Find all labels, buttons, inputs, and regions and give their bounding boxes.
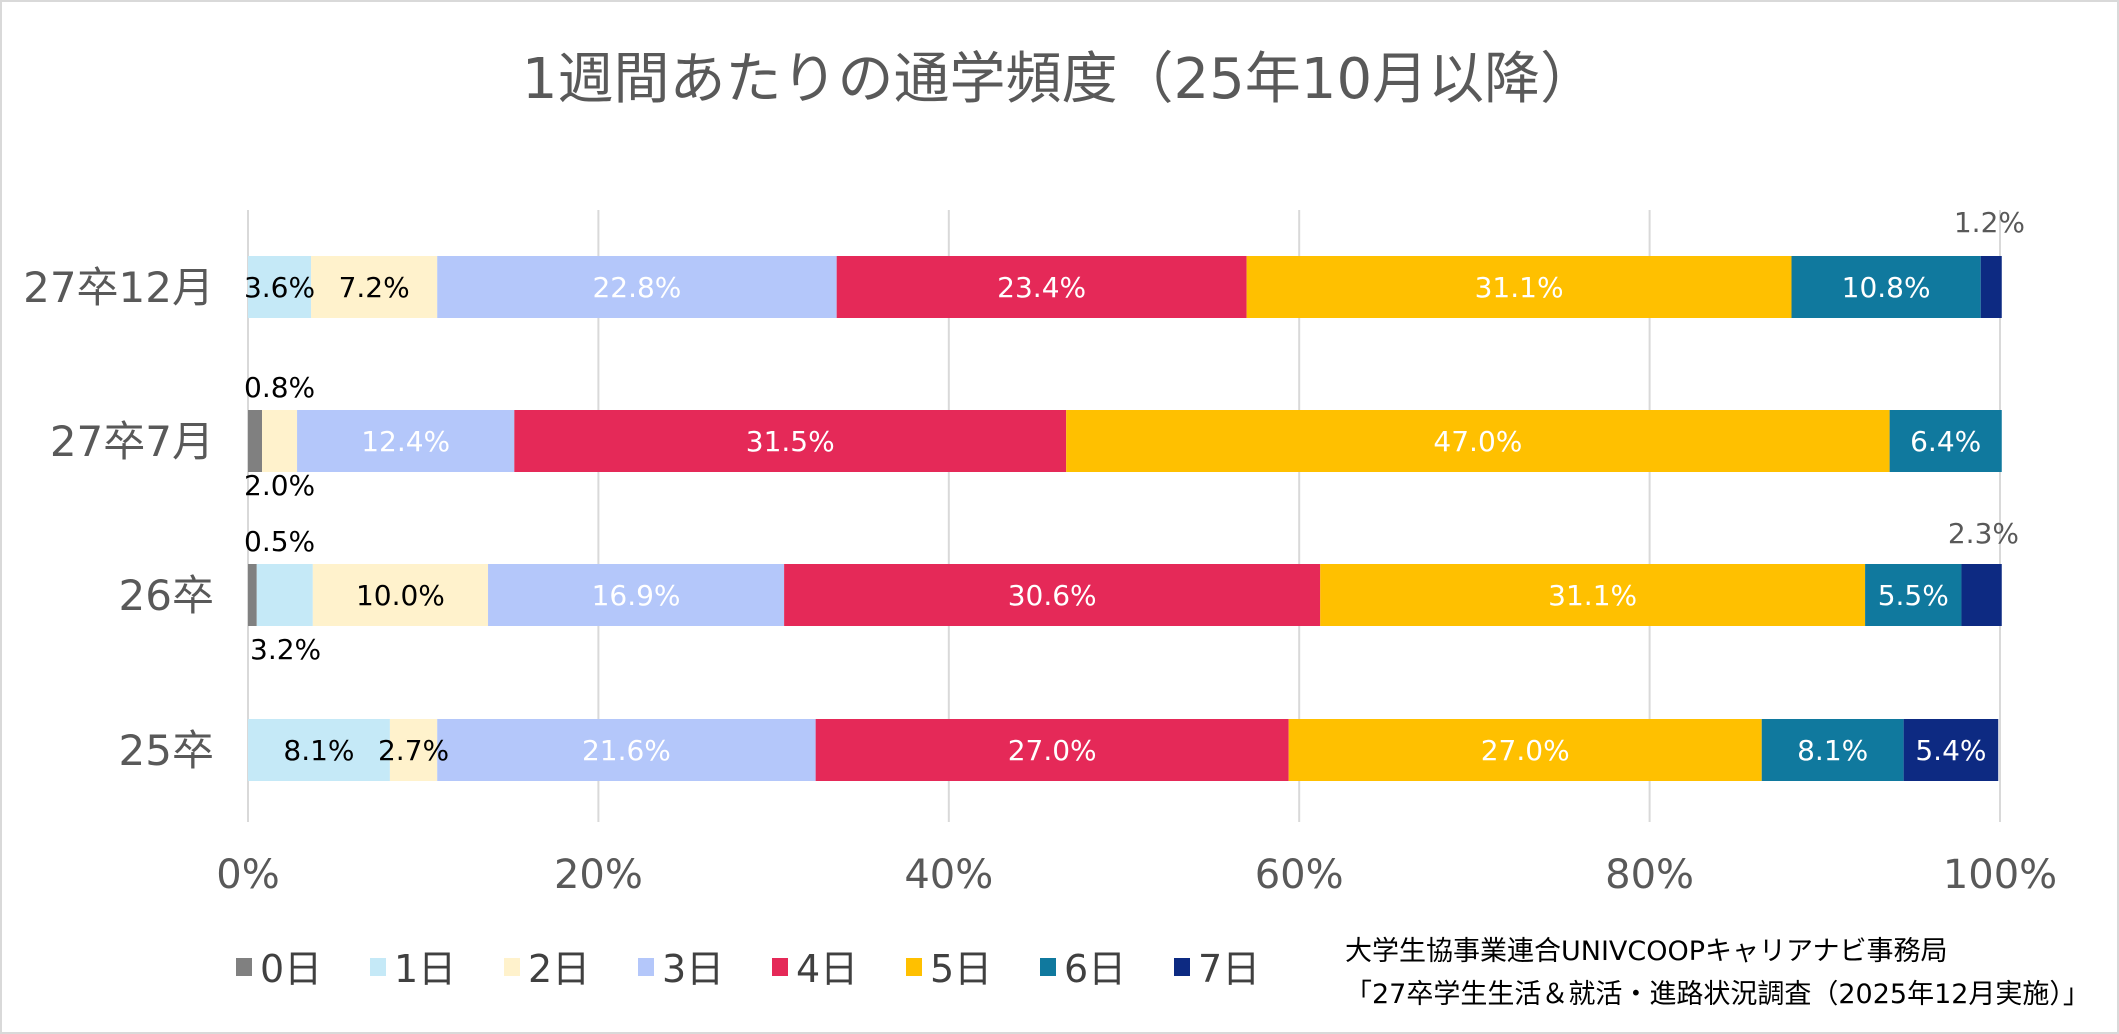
chart-title: 1週間あたりの通学頻度（25年10月以降）	[522, 47, 1596, 112]
bar-25卒-4日	[815, 719, 1289, 781]
data-label-27卒7月-4日: 31.5%	[746, 425, 835, 458]
bar-27卒12月-5日	[1246, 256, 1792, 318]
data-label-27卒12月-1日: 3.6%	[244, 271, 315, 304]
bar-25卒-5日	[1288, 719, 1762, 781]
category-label-2: 26卒	[119, 571, 214, 620]
bar-25卒-6日	[1761, 719, 1904, 781]
bar-26卒-3日	[488, 564, 785, 626]
bars-layer	[248, 256, 2002, 781]
data-label-27卒12月-4日: 23.4%	[997, 271, 1086, 304]
bar-25卒-3日	[437, 719, 816, 781]
data-label-27卒12月-2日: 7.2%	[339, 271, 410, 304]
bar-27卒7月-2日	[262, 410, 298, 472]
bar-27卒12月-2日	[311, 256, 438, 318]
data-label-26卒-1日: 3.2%	[250, 633, 321, 666]
bar-26卒-2日	[312, 564, 489, 626]
bar-26卒-7日	[1961, 564, 2002, 626]
bar-27卒12月-4日	[836, 256, 1247, 318]
bar-27卒7月-4日	[514, 410, 1067, 472]
bar-27卒12月-6日	[1791, 256, 1981, 318]
data-label-26卒-6日: 5.5%	[1878, 579, 1949, 612]
x-tick-label: 20%	[554, 852, 643, 898]
labels-layer: 3.6% 7.2% 22.8% 23.4% 31.1% 10.8% 1.2% 0.8% 2.0%…	[244, 206, 2025, 767]
data-label-25卒-6日: 8.1%	[1797, 734, 1868, 767]
bar-27卒7月-3日	[297, 410, 515, 472]
legend-swatch-3日	[638, 958, 654, 976]
legend: 0日 1日 2日 3日 4日 5日 6日 7日	[236, 947, 1260, 991]
legend-swatch-0日	[236, 958, 252, 976]
data-label-26卒-4日: 30.6%	[1008, 579, 1097, 612]
bar-27卒12月-7日	[1980, 256, 2002, 318]
data-label-27卒12月-6日: 10.8%	[1842, 271, 1931, 304]
legend-swatch-4日	[772, 958, 788, 976]
data-label-27卒7月-5日: 47.0%	[1433, 425, 1522, 458]
data-label-26卒-2日: 10.0%	[356, 579, 445, 612]
bar-25卒-2日	[389, 719, 438, 781]
data-label-25卒-4日: 27.0%	[1008, 734, 1097, 767]
x-tick-label: 80%	[1605, 852, 1694, 898]
x-tick-label: 60%	[1255, 852, 1344, 898]
source-line-2: 「27卒学生生活＆就活・進路状況調査（2025年12月実施）」	[1345, 979, 2090, 1010]
bar-26卒-5日	[1320, 564, 1866, 626]
legend-label-7日: 7日	[1198, 947, 1260, 991]
legend-swatch-2日	[504, 958, 520, 976]
bar-27卒7月-5日	[1066, 410, 1890, 472]
legend-swatch-7日	[1174, 958, 1190, 976]
data-label-27卒7月-3日: 12.4%	[361, 425, 450, 458]
data-label-26卒-3日: 16.9%	[592, 579, 681, 612]
data-label-27卒12月-7日: 1.2%	[1954, 206, 2025, 239]
legend-swatch-5日	[906, 958, 922, 976]
category-axis: 27卒12月 27卒7月 26卒 25卒	[23, 263, 214, 775]
x-tick-label: 100%	[1943, 852, 2057, 898]
legend-swatch-6日	[1040, 958, 1056, 976]
bar-25卒-7日	[1903, 719, 1999, 781]
bar-27卒7月-6日	[1889, 410, 2002, 472]
bar-27卒7月-0日	[248, 410, 263, 472]
bar-26卒-6日	[1865, 564, 1962, 626]
data-label-26卒-0日: 0.5%	[244, 525, 315, 558]
legend-label-5日: 5日	[930, 947, 992, 991]
bar-25卒-1日	[248, 719, 390, 781]
category-label-0: 27卒12月	[23, 263, 214, 312]
value-axis: 0% 20% 40% 60% 80% 100%	[216, 852, 2057, 898]
data-label-26卒-7日: 2.3%	[1948, 517, 2019, 550]
data-label-27卒12月-3日: 22.8%	[592, 271, 681, 304]
x-tick-label: 40%	[904, 852, 993, 898]
legend-label-1日: 1日	[394, 947, 456, 991]
data-label-26卒-5日: 31.1%	[1548, 579, 1637, 612]
data-label-25卒-1日: 8.1%	[283, 734, 354, 767]
data-label-27卒7月-6日: 6.4%	[1910, 425, 1981, 458]
legend-label-4日: 4日	[796, 947, 858, 991]
data-label-27卒7月-0日: 0.8%	[244, 371, 315, 404]
data-label-25卒-5日: 27.0%	[1481, 734, 1570, 767]
bar-27卒12月-1日	[248, 256, 312, 318]
legend-label-0日: 0日	[260, 947, 322, 991]
legend-label-6日: 6日	[1064, 947, 1126, 991]
legend-swatch-1日	[370, 958, 386, 976]
data-label-25卒-7日: 5.4%	[1915, 734, 1986, 767]
category-label-1: 27卒7月	[50, 417, 214, 466]
data-label-27卒12月-5日: 31.1%	[1475, 271, 1564, 304]
bar-27卒12月-3日	[437, 256, 837, 318]
bar-26卒-4日	[784, 564, 1321, 626]
bar-26卒-0日	[248, 564, 257, 626]
legend-label-3日: 3日	[662, 947, 724, 991]
x-tick-label: 0%	[216, 852, 279, 898]
data-label-27卒7月-2日: 2.0%	[244, 469, 315, 502]
legend-label-2日: 2日	[528, 947, 590, 991]
data-label-25卒-3日: 21.6%	[582, 734, 671, 767]
data-label-25卒-2日: 2.7%	[378, 734, 449, 767]
bar-26卒-1日	[256, 564, 313, 626]
category-label-3: 25卒	[119, 726, 214, 775]
source-line-1: 大学生協事業連合UNIVCOOPキャリアナビ事務局	[1345, 936, 1948, 967]
